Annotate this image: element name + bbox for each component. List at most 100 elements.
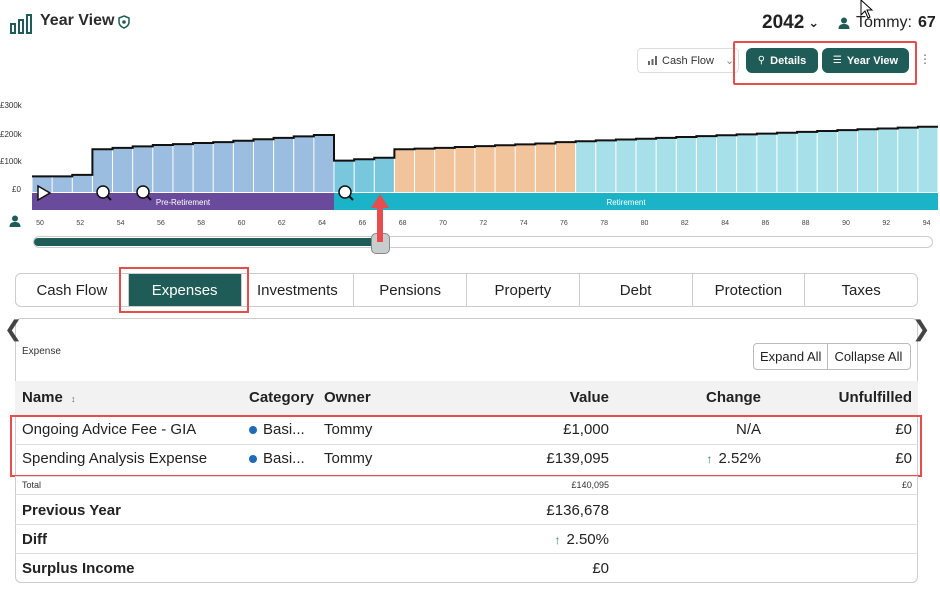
details-button[interactable]: ⚲ Details: [746, 48, 818, 73]
person-icon: [838, 17, 850, 29]
chart-icon: [10, 14, 32, 34]
zoom-icon[interactable]: [338, 185, 354, 201]
chart-bar[interactable]: [153, 144, 173, 192]
previous-year-label: Previous Year: [22, 502, 121, 519]
column-header-category[interactable]: Category: [249, 389, 315, 406]
chart-bar[interactable]: [596, 140, 616, 192]
chart-bar[interactable]: [857, 129, 878, 192]
play-icon[interactable]: [37, 184, 52, 202]
expand-all-button[interactable]: Expand All: [754, 344, 829, 369]
tab-expenses[interactable]: Expenses: [128, 274, 242, 306]
chart-bar[interactable]: [394, 149, 415, 192]
chart-bar[interactable]: [113, 147, 133, 192]
page-title: Year View: [40, 12, 115, 29]
tab-investments[interactable]: Investments: [242, 274, 355, 306]
chart-bar[interactable]: [676, 136, 696, 192]
chart-bar[interactable]: [455, 146, 475, 192]
column-header-name[interactable]: Name ↕: [22, 389, 76, 406]
user-info[interactable]: Tommy: 67: [838, 14, 936, 32]
chart-bar[interactable]: [193, 142, 213, 192]
chart-bar[interactable]: [576, 141, 596, 192]
chart-bar[interactable]: [898, 127, 918, 192]
shield-icon[interactable]: [117, 15, 131, 29]
chart-bar[interactable]: [656, 137, 676, 192]
chart-bar[interactable]: [475, 146, 495, 192]
x-tick-label: 80: [640, 220, 649, 227]
chart-bar[interactable]: [515, 144, 535, 192]
year-value: 2042: [762, 12, 805, 33]
chart-bar[interactable]: [555, 142, 576, 192]
tab-debt[interactable]: Debt: [580, 274, 693, 306]
column-header-owner[interactable]: Owner: [324, 389, 371, 406]
row-divider: [15, 476, 918, 477]
chart-bar[interactable]: [334, 160, 354, 192]
column-header-value[interactable]: Value: [569, 389, 609, 406]
chart-bar[interactable]: [495, 145, 515, 192]
chart-bar[interactable]: [837, 130, 857, 192]
chart-bar[interactable]: [435, 147, 455, 192]
chart-bar[interactable]: [616, 139, 636, 192]
year-view-label: Year View: [846, 54, 899, 67]
zoom-icon[interactable]: [136, 185, 152, 201]
chart-bar[interactable]: [717, 135, 737, 192]
chart-bar[interactable]: [92, 149, 113, 192]
expense-name[interactable]: Ongoing Advice Fee - GIA: [22, 421, 197, 438]
x-tick-label: 62: [277, 220, 286, 227]
chart-bar[interactable]: [817, 131, 837, 192]
chart-bar[interactable]: [636, 138, 656, 192]
chart-bar[interactable]: [233, 140, 253, 192]
more-options-icon[interactable]: ⋮: [919, 52, 931, 66]
chart-bar[interactable]: [777, 132, 797, 192]
diff-label: Diff: [22, 531, 47, 548]
tab-pensions[interactable]: Pensions: [354, 274, 467, 306]
chart-bar[interactable]: [757, 133, 777, 192]
chart-bar[interactable]: [354, 159, 374, 192]
year-selector[interactable]: 2042 ⌄: [762, 12, 819, 34]
chart-bar[interactable]: [535, 143, 555, 192]
previous-year-value: £136,678: [546, 502, 609, 519]
sort-icon[interactable]: ↕: [71, 394, 76, 404]
x-tick-label: 68: [398, 220, 407, 227]
chart-bar[interactable]: [294, 136, 314, 192]
chart-bar[interactable]: [374, 157, 394, 192]
total-label: Total: [22, 480, 42, 490]
zoom-icon[interactable]: [96, 185, 112, 201]
chart-bar[interactable]: [52, 176, 72, 192]
chart-bar[interactable]: [253, 139, 274, 192]
chart-bar[interactable]: [173, 144, 193, 192]
column-header-change[interactable]: Change: [705, 389, 761, 406]
highlight-box: [733, 41, 917, 85]
expense-name[interactable]: Spending Analysis Expense: [22, 450, 208, 467]
chevron-right-icon[interactable]: ❯: [912, 316, 931, 341]
tab-property[interactable]: Property: [467, 274, 580, 306]
x-tick-label: 60: [237, 220, 246, 227]
x-tick-label: 56: [156, 220, 165, 227]
year-view-button[interactable]: ☰ Year View: [822, 48, 909, 73]
x-tick-label: 64: [318, 220, 326, 227]
column-header-unfulfilled[interactable]: Unfulfilled: [838, 389, 912, 406]
x-tick-label: 78: [600, 220, 609, 227]
chart-bar[interactable]: [878, 128, 898, 192]
chart-bar[interactable]: [72, 174, 92, 192]
chart-bar[interactable]: [737, 134, 757, 192]
chevron-left-icon[interactable]: ❮: [4, 316, 23, 341]
tab-taxes[interactable]: Taxes: [841, 281, 881, 299]
cash-flow-chart[interactable]: Pre-Retirement Retirement: [0, 86, 940, 216]
person-icon: [9, 215, 21, 227]
chart-bar[interactable]: [415, 148, 435, 192]
tab-protection[interactable]: Protection: [693, 274, 806, 306]
chart-bar[interactable]: [696, 136, 717, 192]
chart-bar[interactable]: [133, 146, 153, 192]
chart-bar[interactable]: [314, 135, 334, 192]
collapse-all-button[interactable]: Collapse All: [834, 349, 903, 364]
tab-cash-flow[interactable]: Cash Flow: [16, 274, 129, 306]
expense-change: ↑ 2.52%: [641, 450, 761, 467]
chart-bar[interactable]: [918, 126, 938, 192]
chart-bar[interactable]: [274, 137, 294, 192]
details-label: Details: [770, 54, 807, 67]
chart-bar[interactable]: [213, 142, 233, 192]
diff-value: ↑ 2.50%: [489, 531, 609, 548]
chart-bar[interactable]: [797, 131, 817, 192]
row-divider: [15, 553, 918, 554]
cash-flow-dropdown[interactable]: Cash Flow ⌄: [637, 48, 739, 73]
